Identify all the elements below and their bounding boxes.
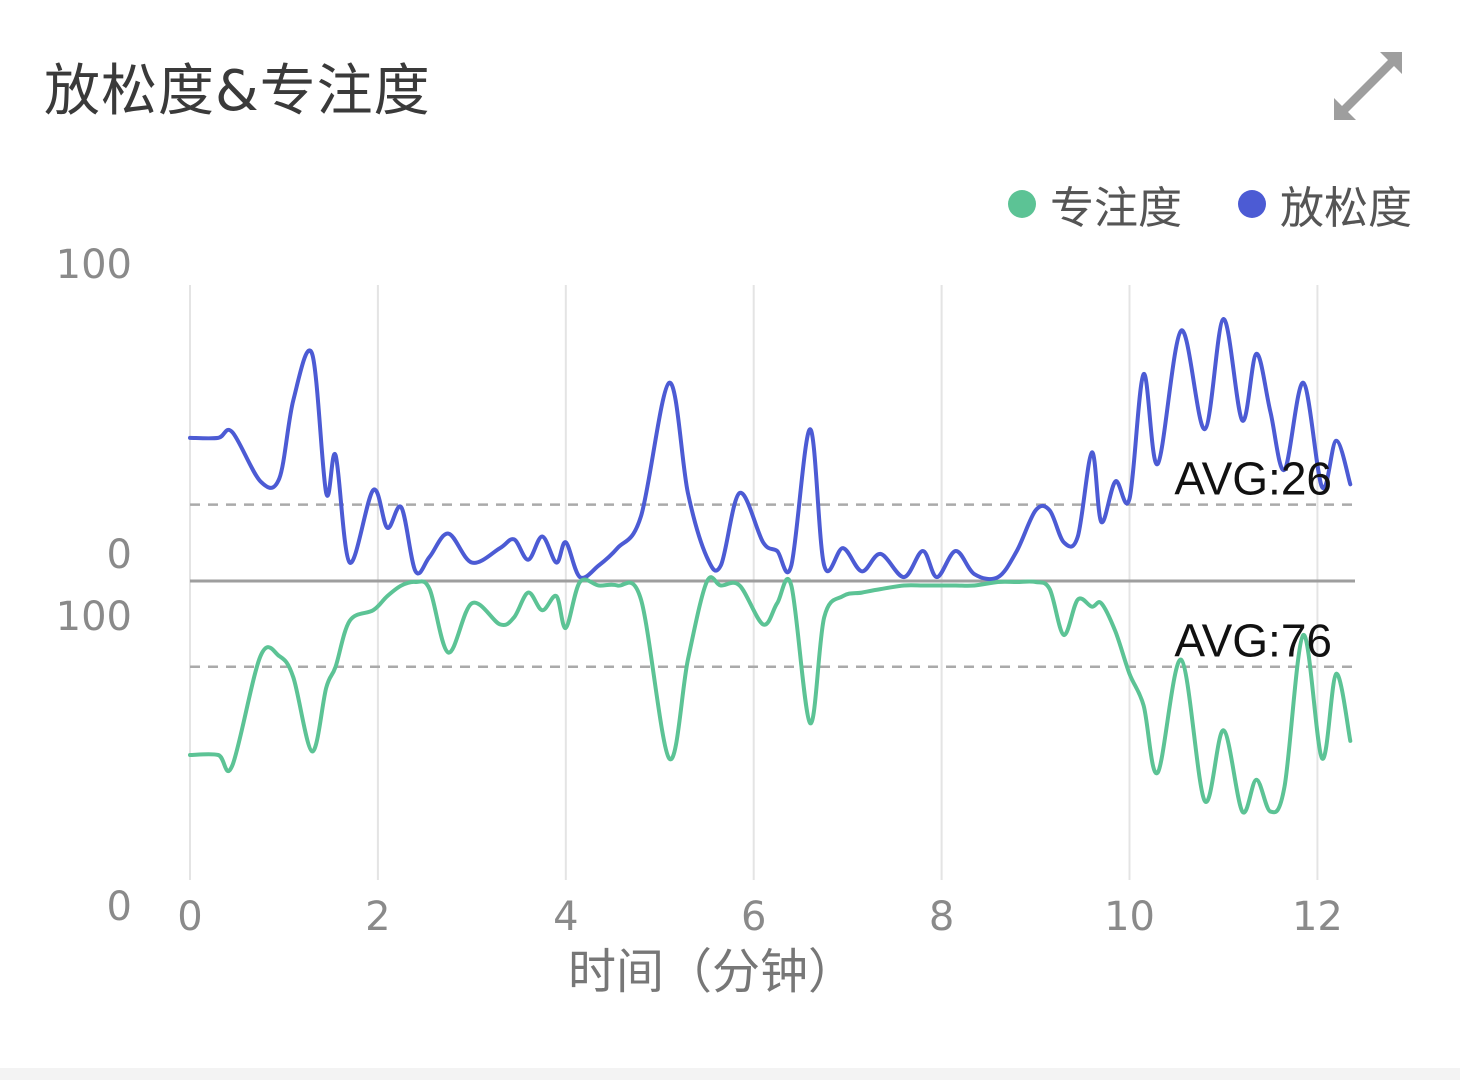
x-tick-label: 10 xyxy=(1104,894,1155,940)
avg-label: AVG:76 xyxy=(1174,615,1332,667)
legend-label-relax: 放松度 xyxy=(1280,183,1412,234)
x-tick-label: 12 xyxy=(1292,894,1343,940)
legend: 专注度 放松度 xyxy=(1008,172,1412,236)
y-tick-label: 0 xyxy=(107,532,132,578)
x-tick-label: 8 xyxy=(929,894,954,940)
x-tick-label: 2 xyxy=(365,894,390,940)
y-tick-label: 0 xyxy=(107,884,132,930)
legend-item-focus[interactable]: 专注度 xyxy=(1008,172,1182,236)
x-tick-label: 0 xyxy=(177,894,202,940)
bottom-divider xyxy=(0,1068,1460,1080)
legend-label-focus: 专注度 xyxy=(1050,183,1182,234)
x-tick-label: 4 xyxy=(553,894,578,940)
legend-dot-relax xyxy=(1238,190,1266,218)
avg-label: AVG:26 xyxy=(1174,453,1332,505)
legend-dot-focus xyxy=(1008,190,1036,218)
legend-item-relax[interactable]: 放松度 xyxy=(1238,172,1412,236)
y-tick-label: 100 xyxy=(56,594,132,640)
chart-title: 放松度&专注度 xyxy=(44,59,431,124)
focus-series-line xyxy=(188,575,1353,815)
y-tick-label: 100 xyxy=(56,242,132,288)
expand-arrows-icon[interactable] xyxy=(1328,46,1408,126)
relax-series-line xyxy=(188,316,1353,582)
x-axis-label: 时间（分钟） xyxy=(568,944,856,1000)
x-tick-label: 6 xyxy=(741,894,766,940)
